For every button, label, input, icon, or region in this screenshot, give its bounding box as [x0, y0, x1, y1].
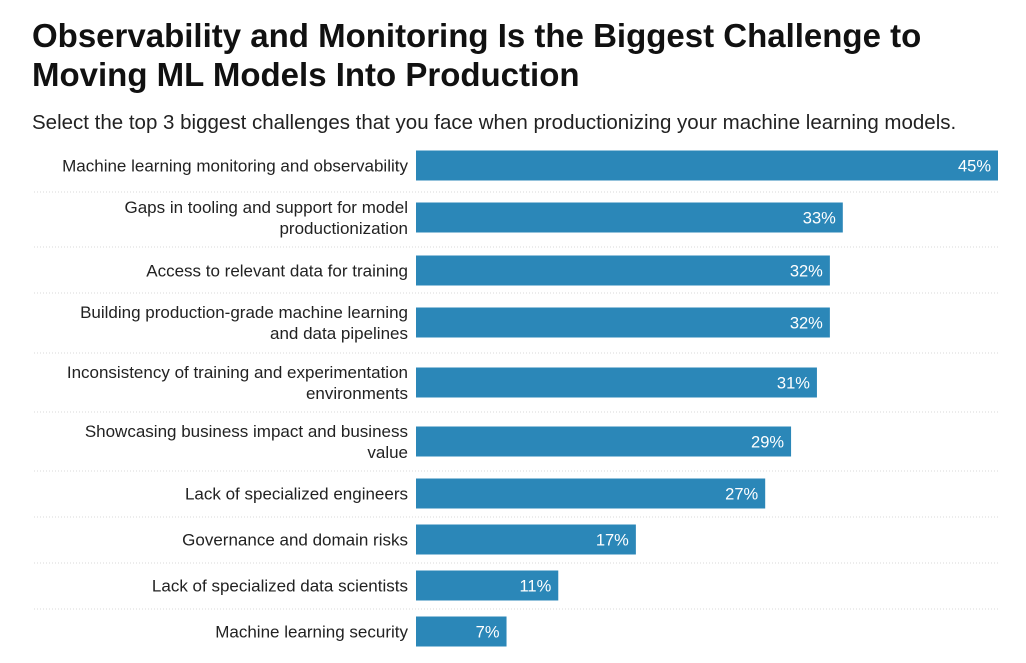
- category-label: Lack of specialized engineers: [185, 485, 408, 504]
- bar-value-label: 7%: [476, 624, 500, 642]
- bar-value-label: 45%: [958, 158, 991, 176]
- bar: [416, 202, 843, 233]
- bar: [416, 255, 830, 286]
- category-label: Governance and domain risks: [182, 531, 408, 550]
- category-label: Access to relevant data for training: [146, 262, 408, 281]
- bar: [416, 616, 507, 647]
- category-label: Gaps in tooling and support for model pro…: [124, 198, 408, 238]
- bar-value-label: 32%: [790, 315, 823, 333]
- category-label: Machine learning security: [215, 623, 408, 642]
- bar: [416, 524, 636, 555]
- bar: [416, 570, 559, 601]
- bar: [416, 150, 998, 181]
- bar-value-label: 33%: [803, 210, 836, 228]
- bar-value-label: 31%: [777, 375, 810, 393]
- bar: [416, 367, 817, 398]
- category-label: Building production-grade machine learni…: [80, 303, 408, 343]
- chart-title: Observability and Monitoring Is the Bigg…: [32, 17, 922, 93]
- bar-value-label: 29%: [751, 434, 784, 452]
- bar: [416, 426, 792, 457]
- category-label: Inconsistency of training and experiment…: [67, 363, 408, 403]
- bar-value-label: 27%: [725, 486, 758, 504]
- chart-subtitle: Select the top 3 biggest challenges that…: [32, 111, 957, 134]
- bar-value-label: 11%: [519, 578, 551, 596]
- category-label: Showcasing business impact and business v…: [85, 422, 408, 462]
- bar-value-label: 32%: [790, 263, 823, 281]
- category-label: Machine learning monitoring and observab…: [62, 157, 408, 176]
- bar: [416, 478, 766, 509]
- category-label: Lack of specialized data scientists: [152, 577, 408, 596]
- bar-value-label: 17%: [596, 532, 629, 550]
- bar: [416, 307, 830, 338]
